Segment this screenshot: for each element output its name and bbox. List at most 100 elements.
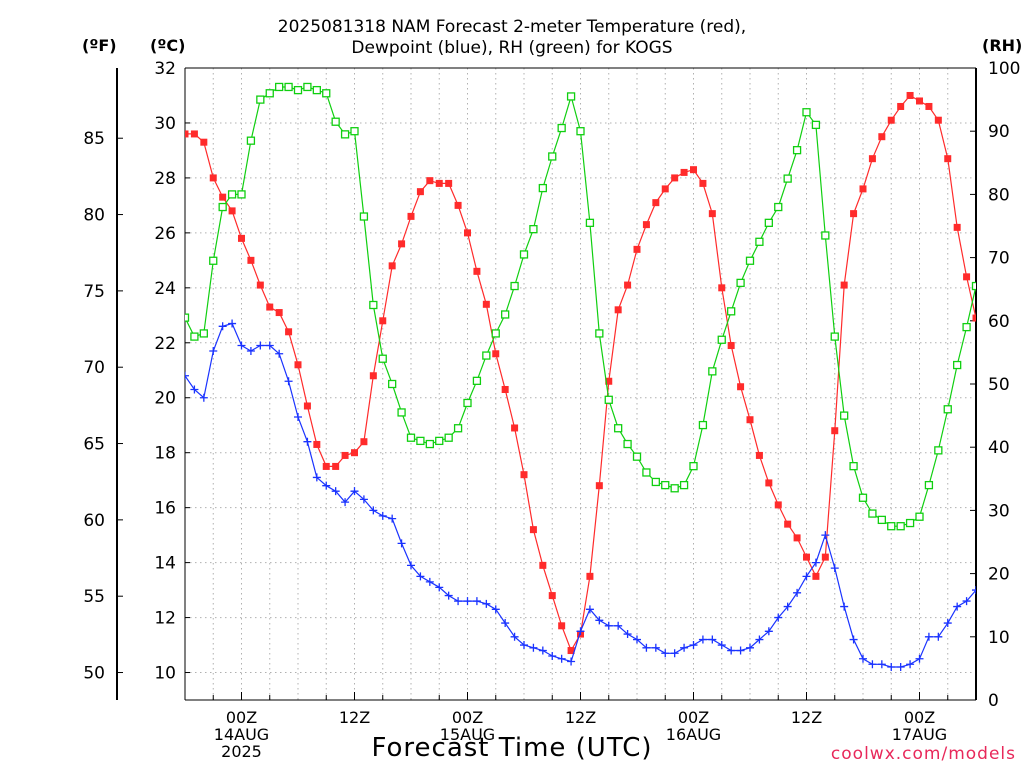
temperature-point	[567, 647, 575, 655]
rh-tick-label: 0	[988, 691, 999, 711]
temperature-point	[916, 97, 923, 105]
dewpoint-point	[331, 487, 340, 496]
temperature-point	[784, 520, 792, 528]
celsius-tick-label: 30	[154, 114, 176, 134]
dewpoint-point	[388, 514, 397, 523]
rh-point	[331, 117, 340, 126]
dewpoint-point	[520, 641, 528, 650]
x-axis-label: Forecast Time (UTC)	[371, 733, 653, 763]
x-tick-label: 00Z	[678, 708, 709, 727]
dewpoint-point	[604, 621, 613, 630]
dewpoint-point	[943, 619, 952, 628]
series-line-dewpoint	[185, 322, 976, 668]
dewpoint-point	[359, 495, 368, 504]
dewpoint-point	[209, 347, 218, 356]
dewpoint-point	[425, 577, 434, 586]
celsius-unit-label: (ºC)	[150, 36, 186, 55]
temperature-point	[831, 427, 839, 435]
dewpoint-point	[623, 630, 632, 639]
temperature-point	[925, 102, 933, 110]
dewpoint-point	[708, 635, 717, 644]
temperature-point	[407, 212, 415, 220]
celsius-tick-label: 20	[154, 389, 176, 409]
dewpoint-point	[529, 643, 538, 652]
temperature-point	[238, 234, 245, 242]
rh-point	[642, 468, 651, 477]
dewpoint-point	[407, 561, 415, 570]
temperature-point	[501, 385, 509, 393]
temperature-point	[388, 262, 396, 270]
series-dewpoint	[185, 319, 976, 672]
celsius-tick-label: 26	[154, 224, 176, 244]
rh-point	[453, 424, 463, 433]
temperature-point	[812, 572, 820, 580]
dewpoint-point	[614, 621, 623, 630]
rh-point	[463, 398, 472, 408]
fahrenheit-tick-label: 80	[83, 206, 105, 226]
dewpoint-point	[472, 597, 481, 606]
rh-point	[887, 522, 896, 531]
dewpoint-point	[651, 643, 660, 652]
fahrenheit-tick-label: 50	[83, 664, 105, 684]
temperature-point	[520, 471, 528, 479]
dewpoint-point	[868, 660, 877, 669]
temperature-point	[435, 179, 443, 187]
rh-point	[953, 360, 962, 370]
x-tick-label: 14AUG	[214, 725, 269, 744]
dewpoint-point	[548, 652, 557, 661]
dewpoint-point	[416, 572, 425, 581]
dewpoint-point	[633, 635, 641, 644]
temperature-point	[341, 451, 349, 459]
dewpoint-point	[190, 385, 199, 394]
dewpoint-point	[642, 643, 651, 652]
temperature-point	[614, 306, 622, 314]
dewpoint-point	[774, 613, 783, 622]
rh-point	[736, 278, 745, 288]
rh-point	[905, 518, 915, 528]
temperature-point	[313, 440, 321, 448]
temperature-point	[219, 193, 227, 201]
temperature-point	[266, 303, 274, 311]
celsius-tick-label: 14	[154, 554, 176, 574]
rh-point	[849, 462, 858, 471]
dewpoint-point	[887, 663, 896, 672]
rh-point	[566, 92, 576, 101]
temperature-point	[699, 179, 707, 187]
dewpoint-point	[341, 498, 350, 507]
rh-point	[444, 433, 453, 442]
rh-unit-label: (RH)	[982, 36, 1023, 55]
rh-point	[275, 82, 284, 92]
temperature-point	[473, 267, 481, 275]
rh-point	[472, 376, 482, 385]
temperature-point	[303, 402, 311, 410]
dewpoint-point	[369, 506, 378, 515]
temperature-point	[492, 350, 500, 358]
rh-point	[727, 307, 736, 316]
temperature-point	[275, 309, 283, 317]
dewpoint-point	[689, 641, 698, 650]
temperature-point	[821, 553, 829, 561]
temperature-point	[934, 116, 942, 124]
dewpoint-point	[199, 393, 208, 402]
dewpoint-point	[585, 605, 594, 614]
temperature-point	[398, 240, 406, 248]
rh-point	[425, 439, 434, 449]
rh-point	[538, 183, 547, 193]
temperature-point	[972, 314, 976, 322]
temperature-point	[416, 188, 424, 196]
celsius-tick-label: 24	[154, 279, 176, 299]
dewpoint-point	[435, 583, 444, 592]
temperature-point	[774, 501, 782, 509]
temperature-point	[511, 424, 519, 432]
dewpoint-point	[510, 632, 519, 641]
temperature-point	[426, 177, 434, 185]
dewpoint-point	[755, 635, 764, 644]
rh-point	[557, 123, 566, 133]
dewpoint-point	[972, 586, 976, 595]
temperature-point	[529, 526, 537, 534]
x-tick-label: 00Z	[452, 708, 483, 727]
rh-point	[388, 379, 397, 389]
dewpoint-point	[736, 646, 745, 655]
temperature-point	[746, 416, 754, 424]
rh-point	[265, 89, 274, 98]
